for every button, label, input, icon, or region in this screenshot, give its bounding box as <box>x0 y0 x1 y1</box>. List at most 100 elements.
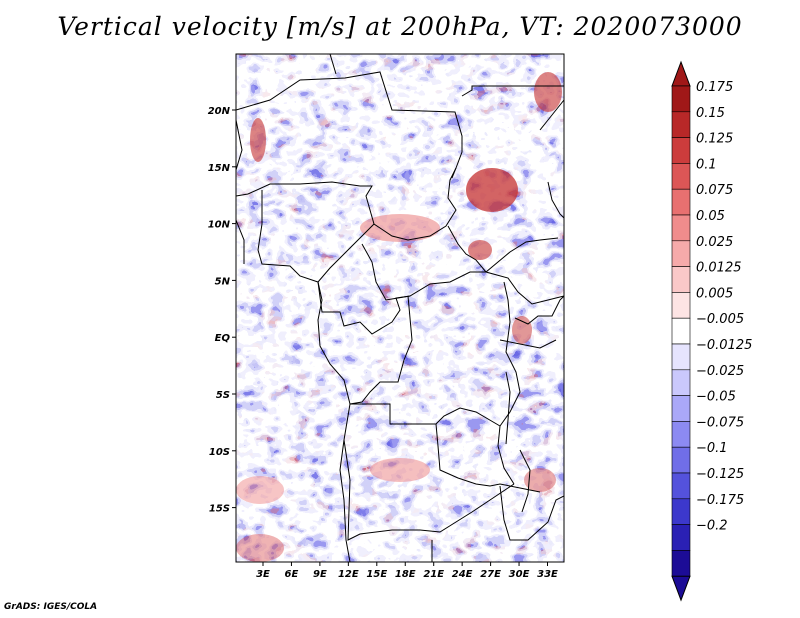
longitude-axis: 3E 6E 9E 12E 15E 18E 21E 24E 27E 30E 33E <box>256 562 558 580</box>
updraft-band-southwest <box>236 476 284 504</box>
updraft-band-central <box>360 214 440 242</box>
colorbar-label: −0.2 <box>696 519 728 534</box>
lon-tick-label: 33E <box>537 569 558 580</box>
colorbar-segment <box>671 214 691 242</box>
lon-tick-label: 6E <box>285 569 299 580</box>
colorbar-label: −0.05 <box>696 390 736 405</box>
border-congo-drc <box>349 295 413 405</box>
lat-tick-label: 10N <box>208 220 231 231</box>
colorbar-label: 0.1 <box>696 157 717 172</box>
lon-tick-label: 15E <box>366 569 387 580</box>
colorbar-label: −0.025 <box>696 364 744 379</box>
border-north <box>329 54 337 75</box>
colorbar-segment <box>671 472 691 500</box>
border-sahara <box>236 71 463 179</box>
border-nigeria <box>257 190 375 283</box>
colorbar-segment <box>671 137 691 164</box>
border-niger-nigeria <box>236 181 361 197</box>
latitude-axis: 20N 15N 10N 5N EQ 5S 10S 15S <box>208 106 236 515</box>
colorbar-label: −0.175 <box>696 493 744 508</box>
lon-tick-label: 18E <box>395 569 416 580</box>
coastline-west-africa <box>317 281 351 562</box>
lat-tick-label: EQ <box>215 333 231 344</box>
colorbar-segment <box>671 550 691 577</box>
colorbar-label: 0.175 <box>696 80 733 95</box>
border-car-south-sudan <box>361 237 559 301</box>
map-title: Vertical velocity [m/s] at 200hPa, VT: 2… <box>57 12 743 41</box>
lake-victoria-outline <box>499 339 557 349</box>
border-drc-east <box>497 281 521 485</box>
colorbar-label: −0.125 <box>696 467 744 482</box>
lat-tick-label: 10S <box>209 447 230 458</box>
colorbar-segment <box>671 317 691 345</box>
lat-tick-label: 20N <box>208 106 231 117</box>
map-frame <box>235 53 565 563</box>
colorbar-segment <box>671 421 691 448</box>
lon-tick-label: 27E <box>480 569 501 580</box>
country-borders <box>236 54 564 562</box>
colorbar-label: −0.075 <box>696 415 744 430</box>
colorbar-label: 0.125 <box>696 132 733 147</box>
near-zero-pattern <box>236 54 564 562</box>
colorbar-bottom-arrow <box>671 575 691 602</box>
colorbar-segment <box>671 266 691 293</box>
colorbar-label: 0.025 <box>696 235 733 250</box>
velocity-field <box>236 54 564 562</box>
updraft-core-west <box>250 118 266 162</box>
lake-malawi-outline <box>519 449 531 513</box>
colorbar-segment <box>671 111 691 138</box>
colorbar-segment <box>671 240 691 267</box>
border-drc-south <box>435 407 501 427</box>
lon-tick-label: 9E <box>313 569 327 580</box>
colorbar-segment <box>671 163 691 190</box>
lake-tanganyika-outline <box>505 371 511 445</box>
lon-tick-label: 21E <box>423 569 444 580</box>
updraft-core-southeast <box>524 468 556 492</box>
lat-tick-label: 5S <box>216 390 230 401</box>
border-chad <box>360 167 457 241</box>
border-sudan-south <box>447 225 564 305</box>
colorbar-label: −0.1 <box>696 441 728 456</box>
updraft-band-south <box>370 458 430 482</box>
colorbar-segment <box>671 498 691 525</box>
colorbar-segment <box>671 395 691 422</box>
colorbar: 0.175 0.15 0.125 0.1 0.075 0.05 0.025 0.0125 0.0… <box>671 60 752 602</box>
lon-tick-label: 12E <box>338 569 359 580</box>
colorbar-label: −0.005 <box>696 312 744 327</box>
coast-west-2 <box>236 219 245 264</box>
updraft-core-sudan <box>466 168 518 212</box>
border-angola-zambia <box>350 403 541 493</box>
colorbar-segment <box>671 446 691 474</box>
updraft-band-far-southwest <box>236 534 284 562</box>
updraft-core-lakes <box>512 316 532 344</box>
border-cameroon-congo <box>317 281 411 335</box>
lat-tick-label: 5N <box>215 276 231 287</box>
lat-tick-label: 15S <box>209 504 230 515</box>
colorbar-segment <box>671 343 691 371</box>
updraft-core-south-sudan <box>468 240 492 260</box>
colorbar-label: −0.0125 <box>696 338 752 353</box>
lon-tick-label: 24E <box>452 569 473 580</box>
coast-west <box>236 119 243 171</box>
colorbar-label: 0.005 <box>696 286 733 301</box>
lon-tick-label: 3E <box>256 569 270 580</box>
border-ethiopia <box>547 181 564 219</box>
lat-tick-label: 15N <box>208 163 231 174</box>
grads-credit: GrADS: IGES/COLA <box>4 602 98 612</box>
colorbar-segment <box>671 188 691 216</box>
colorbar-segment <box>671 524 691 551</box>
border-egypt-sudan <box>461 85 564 97</box>
colorbar-segment <box>671 85 691 113</box>
border-uganda-kenya <box>514 295 564 325</box>
colorbar-segment <box>671 292 691 319</box>
colorbar-label: 0.15 <box>696 106 725 121</box>
colorbar-label: 0.0125 <box>696 261 742 276</box>
red-sea-coast <box>539 99 564 131</box>
border-zimbabwe-mozambique <box>499 485 564 541</box>
colorbar-label: 0.075 <box>696 183 733 198</box>
updraft-core-northeast <box>534 72 562 112</box>
border-angola-namibia <box>343 439 515 541</box>
lon-tick-label: 30E <box>509 569 530 580</box>
colorbar-top-arrow <box>671 60 691 87</box>
